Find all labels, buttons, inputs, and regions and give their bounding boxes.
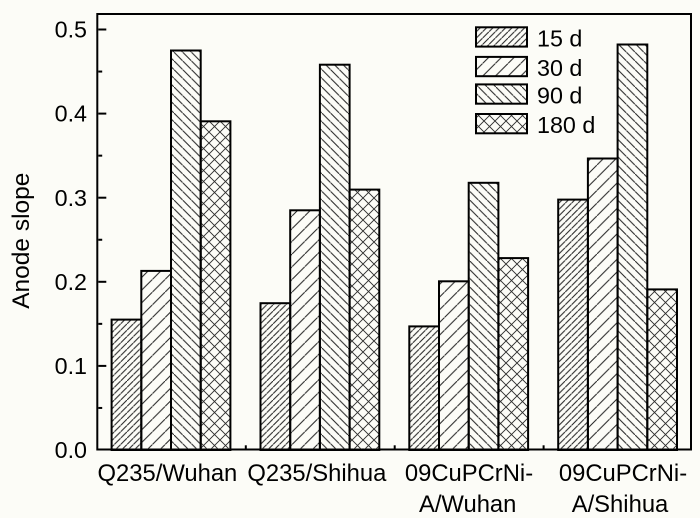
svg-text:Q235/Wuhan: Q235/Wuhan bbox=[98, 460, 238, 487]
svg-text:A/Wuhan: A/Wuhan bbox=[419, 491, 516, 518]
svg-text:A/Shihua: A/Shihua bbox=[572, 491, 669, 518]
svg-text:0.1: 0.1 bbox=[55, 353, 87, 379]
svg-text:Anode slope: Anode slope bbox=[8, 173, 35, 309]
svg-text:09CuPCrNi-: 09CuPCrNi- bbox=[405, 460, 533, 487]
svg-text:15 d: 15 d bbox=[537, 25, 582, 51]
svg-text:Q235/Shihua: Q235/Shihua bbox=[247, 460, 387, 487]
svg-text:180 d: 180 d bbox=[537, 112, 595, 138]
svg-text:0.5: 0.5 bbox=[55, 17, 87, 43]
svg-text:0.4: 0.4 bbox=[55, 101, 87, 127]
svg-text:0.0: 0.0 bbox=[55, 437, 87, 463]
svg-text:90 d: 90 d bbox=[537, 82, 582, 108]
svg-text:0.2: 0.2 bbox=[55, 269, 87, 295]
svg-text:30 d: 30 d bbox=[537, 55, 582, 81]
svg-text:0.3: 0.3 bbox=[55, 185, 87, 211]
svg-text:09CuPCrNi-: 09CuPCrNi- bbox=[559, 460, 687, 487]
